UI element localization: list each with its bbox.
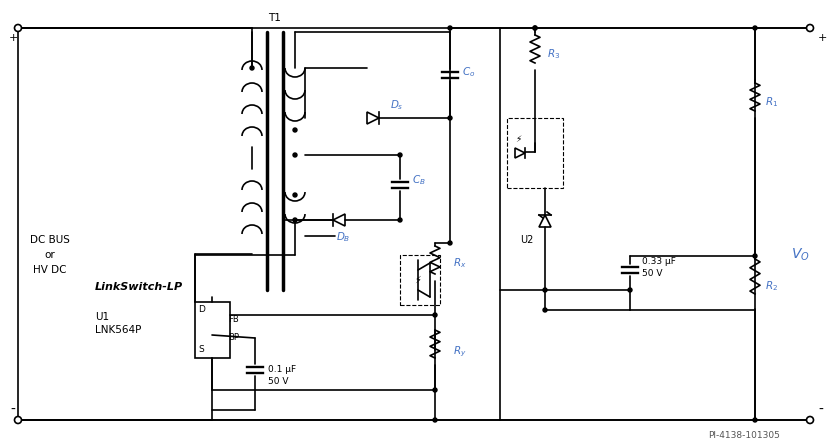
Text: 0.33 µF: 0.33 µF [642, 258, 676, 267]
Text: PI-4138-101305: PI-4138-101305 [708, 430, 780, 440]
Circle shape [250, 66, 254, 70]
Bar [507, 118, 563, 188]
Text: +: + [818, 33, 827, 43]
Circle shape [14, 24, 22, 32]
Text: $R_y$: $R_y$ [453, 345, 466, 359]
Text: 50 V: 50 V [642, 270, 663, 279]
Polygon shape [515, 148, 525, 158]
Text: LNK564P: LNK564P [95, 325, 142, 335]
Text: LinkSwitch-LP: LinkSwitch-LP [95, 282, 183, 292]
Circle shape [14, 417, 22, 424]
Circle shape [448, 241, 452, 245]
Text: $R_2$: $R_2$ [765, 279, 778, 293]
Circle shape [543, 308, 547, 312]
Text: HV DC: HV DC [34, 265, 67, 275]
Circle shape [433, 313, 437, 317]
Circle shape [398, 218, 402, 222]
Circle shape [543, 288, 547, 292]
Text: T1: T1 [268, 13, 281, 23]
Text: S: S [198, 345, 204, 355]
Text: $C_o$: $C_o$ [462, 65, 476, 79]
Text: 0.1 µF: 0.1 µF [268, 365, 296, 375]
Polygon shape [539, 215, 551, 227]
Text: ⚡: ⚡ [414, 275, 421, 285]
Circle shape [753, 26, 757, 30]
Text: $D_s$: $D_s$ [390, 98, 404, 112]
Text: DC BUS: DC BUS [30, 235, 70, 245]
Text: D: D [198, 306, 205, 315]
Text: FB: FB [228, 316, 239, 324]
Circle shape [448, 116, 452, 120]
Polygon shape [367, 112, 379, 124]
Text: ⚡: ⚡ [515, 134, 521, 143]
Circle shape [293, 218, 297, 222]
Circle shape [533, 26, 537, 30]
Circle shape [628, 288, 632, 292]
Text: BP: BP [228, 332, 239, 341]
Text: $D_B$: $D_B$ [336, 230, 350, 244]
Text: -: - [818, 403, 823, 417]
Text: +: + [8, 33, 18, 43]
Text: $R_x$: $R_x$ [453, 256, 466, 270]
Circle shape [293, 128, 297, 132]
Circle shape [806, 417, 814, 424]
Circle shape [433, 388, 437, 392]
Circle shape [293, 153, 297, 157]
Circle shape [433, 418, 437, 422]
Circle shape [753, 254, 757, 258]
Text: $V_O$: $V_O$ [790, 247, 810, 263]
Text: $R_1$: $R_1$ [765, 95, 779, 109]
Circle shape [398, 153, 402, 157]
Circle shape [753, 418, 757, 422]
Circle shape [806, 24, 814, 32]
Circle shape [293, 193, 297, 197]
Bar [400, 255, 440, 305]
Text: -: - [11, 403, 15, 417]
Circle shape [448, 26, 452, 30]
Text: U2: U2 [520, 235, 534, 245]
Bar [195, 302, 230, 358]
Circle shape [533, 26, 537, 30]
Text: $C_B$: $C_B$ [412, 173, 425, 187]
Text: U1: U1 [95, 312, 109, 322]
Text: $R_3$: $R_3$ [547, 47, 560, 61]
Text: 50 V: 50 V [268, 377, 289, 387]
Polygon shape [333, 214, 345, 226]
Text: or: or [44, 250, 55, 260]
